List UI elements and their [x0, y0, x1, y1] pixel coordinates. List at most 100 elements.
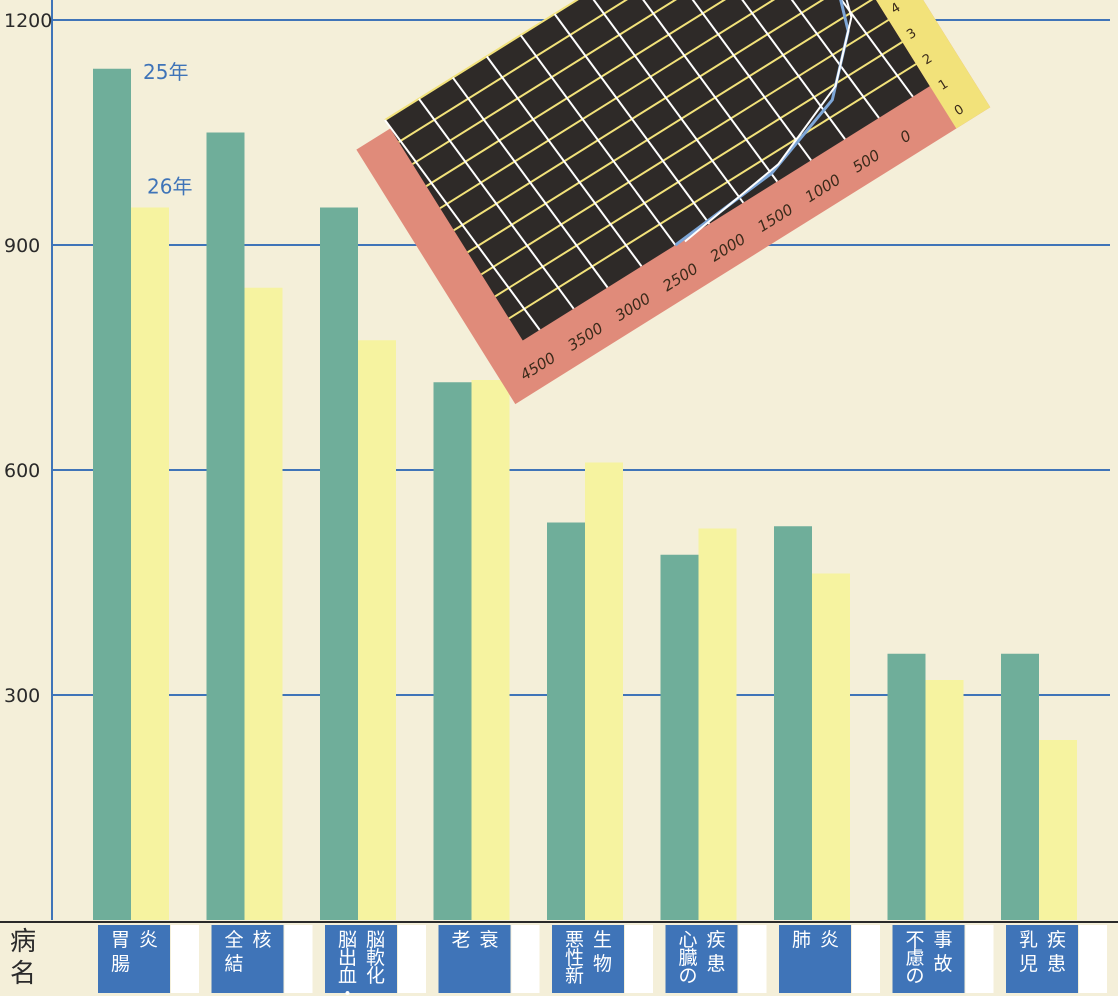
category-gap-2: [398, 925, 426, 993]
inset-vline-0: [384, 119, 541, 331]
inset-age-axis: [792, 0, 991, 129]
category-gap-0: [171, 925, 199, 993]
bar-25年-0: [93, 68, 131, 920]
bar-26年-7: [925, 680, 964, 920]
category-box-6: [779, 925, 851, 993]
category-label-4-0-2: 新: [565, 965, 584, 987]
category-label-7-1-0: 事: [934, 929, 953, 951]
bar-26年-1: [244, 287, 283, 920]
category-label-5-0-2: の: [679, 965, 698, 987]
bar-25年-3: [433, 382, 472, 920]
category-box-8: [1006, 925, 1078, 993]
inset-vline-7: [621, 0, 778, 183]
bar-25年-8: [1001, 653, 1039, 920]
bar-25年-7: [887, 653, 926, 920]
category-label-4-1-1: 物: [593, 953, 612, 975]
category-gap-4: [625, 925, 653, 993]
bar-26年-2: [358, 340, 396, 920]
inset-vline-8: [655, 0, 812, 161]
category-label-1-0-1: 結: [225, 953, 244, 975]
category-label-0-0-0: 胃: [111, 929, 130, 951]
inset-vline-4: [519, 34, 677, 246]
inset-vline-3: [485, 55, 643, 267]
category-label-4-1-0: 生: [593, 929, 612, 951]
bar-25年-5: [660, 554, 699, 920]
category-label-5-1-1: 患: [707, 953, 726, 975]
category-label-7-1-1: 故: [934, 953, 953, 975]
category-label-7-0-0: 不: [906, 929, 925, 951]
inset-hline-5: [453, 0, 862, 232]
inset-vline-9: [689, 0, 846, 140]
category-label-2-0-1: 出: [338, 947, 357, 969]
bars: [93, 68, 1077, 920]
category-label-0-1-0: 炎: [139, 929, 158, 951]
category-label-1-1-0: 核: [253, 929, 272, 951]
category-label-4-0-0: 悪: [565, 929, 584, 951]
bar-26年-0: [131, 207, 169, 920]
series-label-25: 25年: [143, 60, 188, 84]
category-label-2-1-2: 化: [366, 965, 385, 987]
bar-25年-1: [206, 132, 245, 920]
series-label-26: 26年: [147, 175, 192, 199]
inset-hline-2: [412, 0, 821, 165]
inset-hline-3: [425, 0, 834, 187]
category-box-1: [211, 925, 284, 993]
y-tick-label-1200: 1200: [4, 10, 52, 32]
category-label-0-0-1: 腸: [111, 953, 130, 975]
bar-25年-2: [320, 207, 358, 920]
category-box-3: [438, 925, 511, 993]
category-gap-3: [511, 925, 540, 993]
bar-26年-8: [1039, 740, 1077, 920]
inset-vline-11: [757, 0, 914, 98]
category-label-4-0-1: 性: [565, 947, 584, 969]
category-label-3-0-0: 老: [452, 929, 471, 951]
y-tick-label-900: 900: [4, 235, 40, 257]
inset-vline-6: [587, 0, 745, 204]
inset-hline-7: [480, 19, 890, 276]
category-label-2-1-1: 軟: [366, 947, 385, 969]
category-label-7-0-1: 慮: [906, 947, 925, 969]
bar-25年-4: [547, 522, 585, 920]
category-label-6-0-0: 肺: [792, 929, 811, 951]
category-label-2-0-3: ・: [338, 983, 357, 996]
y-tick-label-600: 600: [4, 460, 40, 482]
category-axis-title-0: 病: [10, 927, 36, 957]
inset-hline-1: [398, 0, 807, 143]
inset-grid: [384, 0, 917, 331]
category-label-2-0-2: 血: [338, 965, 357, 987]
category-label-6-1-0: 炎: [820, 929, 839, 951]
category-label-8-1-1: 患: [1047, 953, 1066, 975]
category-label-5-1-0: 疾: [707, 929, 726, 951]
category-gap-7: [965, 925, 994, 993]
category-label-8-0-1: 児: [1019, 953, 1038, 975]
category-label-3-1-0: 衰: [480, 929, 499, 951]
category-gap-1: [284, 925, 313, 993]
inset-hline-9: [508, 63, 917, 320]
inset-vline-1: [418, 98, 575, 310]
category-box-5: [665, 925, 738, 993]
category-label-2-0-0: 脳: [338, 929, 357, 951]
category-label-1-0-0: 全: [225, 929, 244, 951]
category-label-7-0-2: の: [906, 965, 925, 987]
category-axis-title-1: 名: [10, 959, 36, 989]
category-box-2: [325, 925, 397, 993]
y-tick-label-300: 300: [4, 685, 40, 707]
inset-hline-4: [439, 0, 848, 210]
bar-26年-3: [471, 380, 510, 920]
category-gap-8: [1079, 925, 1107, 993]
inset-vline-2: [452, 76, 609, 289]
category-label-8-0-0: 乳: [1019, 929, 1038, 951]
labels: 300600900120025年26年胃腸炎 全結核 脳出血・脳軟化老衰悪性新生物心…: [4, 10, 1107, 996]
category-box-0: [98, 925, 170, 993]
bar-26年-6: [812, 573, 850, 920]
bar-26年-5: [698, 528, 737, 920]
inset-vline-10: [723, 0, 880, 119]
inset-line-white: [684, 0, 853, 243]
category-gap-6: [852, 925, 880, 993]
inset-vline-5: [553, 13, 711, 225]
category-label-5-0-1: 臓: [679, 947, 698, 969]
category-gap-5: [738, 925, 767, 993]
category-label-5-0-0: 心: [679, 929, 698, 951]
